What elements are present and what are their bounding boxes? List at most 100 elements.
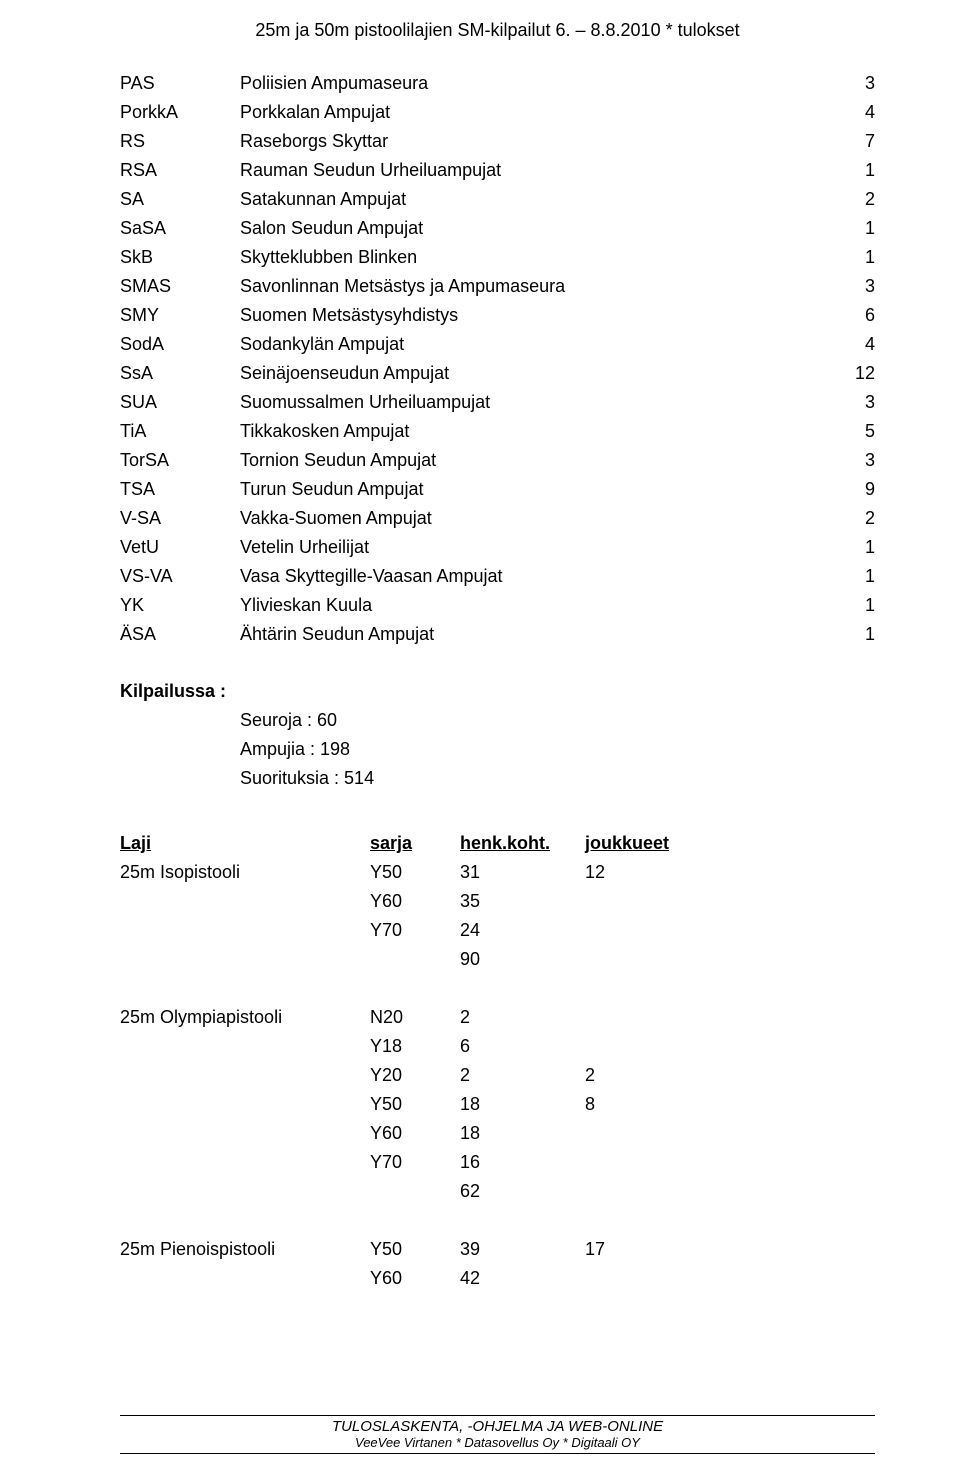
club-count: 4: [815, 330, 875, 359]
event-name: 25m Pienoispistooli: [120, 1235, 370, 1264]
club-name: Satakunnan Ampujat: [240, 185, 815, 214]
club-name: Seinäjoenseudun Ampujat: [240, 359, 815, 388]
club-count: 3: [815, 388, 875, 417]
club-count: 1: [815, 156, 875, 185]
club-code: SMY: [120, 301, 240, 330]
club-name: Poliisien Ampumaseura: [240, 69, 815, 98]
footer-line2: VeeVee Virtanen * Datasovellus Oy * Digi…: [120, 1435, 875, 1450]
club-name: Vakka-Suomen Ampujat: [240, 504, 815, 533]
kilpailussa-label: Kilpailussa :: [120, 677, 875, 706]
event-name: [120, 1090, 370, 1119]
club-count: 3: [815, 69, 875, 98]
clubs-table: PASPoliisien Ampumaseura3PorkkAPorkkalan…: [120, 69, 875, 649]
event-row: 25m OlympiapistooliN202: [120, 1003, 875, 1032]
club-name: Salon Seudun Ampujat: [240, 214, 815, 243]
club-count: 1: [815, 562, 875, 591]
kilpailussa-line: Suorituksia : 514: [240, 764, 875, 793]
event-name: [120, 1119, 370, 1148]
club-count: 9: [815, 475, 875, 504]
event-sarja: Y50: [370, 858, 460, 887]
club-name: Sodankylän Ampujat: [240, 330, 815, 359]
club-row: V-SAVakka-Suomen Ampujat2: [120, 504, 875, 533]
event-joukkueet: 17: [585, 1235, 605, 1264]
event-name: [120, 1032, 370, 1061]
club-row: ÄSAÄhtärin Seudun Ampujat1: [120, 620, 875, 649]
club-count: 5: [815, 417, 875, 446]
event-row: Y2022: [120, 1061, 875, 1090]
event-henkkoht: 6: [460, 1032, 585, 1061]
event-sarja: Y70: [370, 916, 460, 945]
kilpailussa-line: Ampujia : 198: [240, 735, 875, 764]
club-row: VS-VAVasa Skyttegille-Vaasan Ampujat1: [120, 562, 875, 591]
club-count: 7: [815, 127, 875, 156]
club-code: V-SA: [120, 504, 240, 533]
club-name: Suomen Metsästysyhdistys: [240, 301, 815, 330]
club-row: SMYSuomen Metsästysyhdistys6: [120, 301, 875, 330]
club-code: TSA: [120, 475, 240, 504]
event-name: [120, 1177, 370, 1206]
col-joukkueet: joukkueet: [585, 829, 669, 858]
club-code: YK: [120, 591, 240, 620]
club-row: VetUVetelin Urheilijat1: [120, 533, 875, 562]
event-row: Y50188: [120, 1090, 875, 1119]
event-row: 62: [120, 1177, 875, 1206]
club-code: VS-VA: [120, 562, 240, 591]
event-row: Y6035: [120, 887, 875, 916]
event-row: Y6018: [120, 1119, 875, 1148]
event-sarja: Y50: [370, 1235, 460, 1264]
event-joukkueet: 2: [585, 1061, 595, 1090]
event-name: [120, 1264, 370, 1293]
event-sarja: N20: [370, 1003, 460, 1032]
club-code: SsA: [120, 359, 240, 388]
club-count: 3: [815, 446, 875, 475]
event-joukkueet: 8: [585, 1090, 595, 1119]
event-henkkoht: 18: [460, 1090, 585, 1119]
club-count: 12: [815, 359, 875, 388]
page-title: 25m ja 50m pistoolilajien SM-kilpailut 6…: [120, 20, 875, 41]
event-row: Y186: [120, 1032, 875, 1061]
club-name: Ähtärin Seudun Ampujat: [240, 620, 815, 649]
event-henkkoht: 90: [460, 945, 585, 974]
club-code: SA: [120, 185, 240, 214]
club-code: VetU: [120, 533, 240, 562]
club-code: PAS: [120, 69, 240, 98]
event-row: Y7016: [120, 1148, 875, 1177]
event-sarja: [370, 1177, 460, 1206]
club-name: Suomussalmen Urheiluampujat: [240, 388, 815, 417]
club-count: 2: [815, 504, 875, 533]
club-count: 6: [815, 301, 875, 330]
club-code: ÄSA: [120, 620, 240, 649]
col-laji: Laji: [120, 829, 370, 858]
event-name: 25m Isopistooli: [120, 858, 370, 887]
club-count: 1: [815, 243, 875, 272]
club-name: Porkkalan Ampujat: [240, 98, 815, 127]
club-row: TorSATornion Seudun Ampujat3: [120, 446, 875, 475]
event-henkkoht: 42: [460, 1264, 585, 1293]
club-code: SUA: [120, 388, 240, 417]
col-sarja: sarja: [370, 829, 460, 858]
event-sarja: Y18: [370, 1032, 460, 1061]
club-name: Raseborgs Skyttar: [240, 127, 815, 156]
club-count: 1: [815, 620, 875, 649]
club-count: 1: [815, 533, 875, 562]
club-row: PorkkAPorkkalan Ampujat4: [120, 98, 875, 127]
event-row: Y7024: [120, 916, 875, 945]
club-name: Tikkakosken Ampujat: [240, 417, 815, 446]
event-henkkoht: 62: [460, 1177, 585, 1206]
event-sarja: Y70: [370, 1148, 460, 1177]
club-row: SsASeinäjoenseudun Ampujat12: [120, 359, 875, 388]
footer: TULOSLASKENTA, -OHJELMA JA WEB-ONLINE Ve…: [120, 1415, 875, 1454]
event-henkkoht: 24: [460, 916, 585, 945]
event-name: [120, 1061, 370, 1090]
club-name: Vasa Skyttegille-Vaasan Ampujat: [240, 562, 815, 591]
event-name: [120, 945, 370, 974]
club-code: SMAS: [120, 272, 240, 301]
event-sarja: [370, 945, 460, 974]
club-row: PASPoliisien Ampumaseura3: [120, 69, 875, 98]
club-row: SkBSkytteklubben Blinken1: [120, 243, 875, 272]
event-henkkoht: 16: [460, 1148, 585, 1177]
event-name: 25m Olympiapistooli: [120, 1003, 370, 1032]
club-code: SodA: [120, 330, 240, 359]
club-code: TiA: [120, 417, 240, 446]
event-henkkoht: 35: [460, 887, 585, 916]
